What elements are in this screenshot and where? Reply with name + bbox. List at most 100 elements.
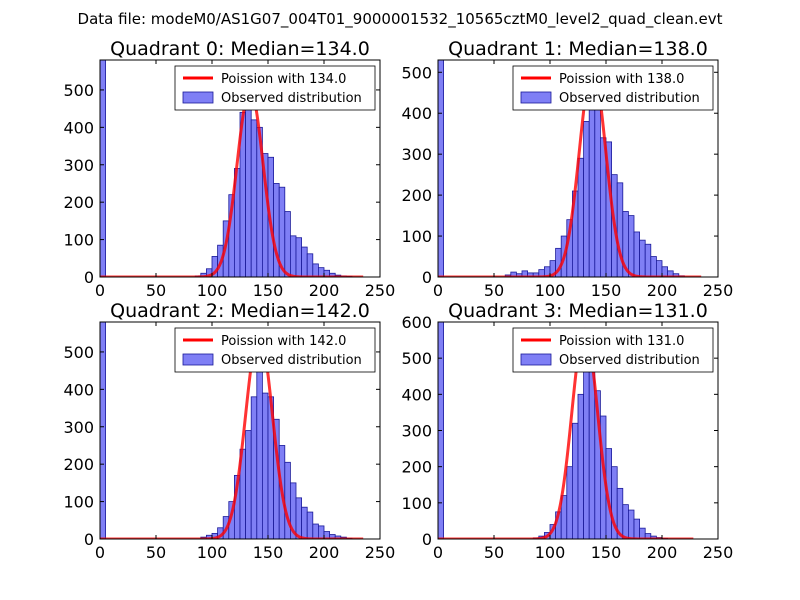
histogram-bar [588, 88, 596, 277]
legend-entry-poisson: Poission with 138.0 [559, 72, 684, 87]
histogram-bar [583, 121, 590, 277]
histogram-bar [100, 60, 106, 277]
legend-entry-poisson: Poission with 134.0 [221, 72, 346, 87]
histogram-bar [628, 215, 635, 277]
x-tick-label: 250 [365, 281, 396, 300]
histogram-bar [566, 466, 573, 539]
x-tick-label: 200 [647, 281, 678, 300]
histogram-bar [639, 239, 646, 277]
histogram-bar [583, 350, 590, 539]
legend-bar-swatch [520, 91, 552, 104]
subplot-quadrant-1: 0 50 100 150 200 250 0 100 200 300 400 500 Quadrant … [401, 38, 733, 300]
histogram-bar [594, 104, 601, 277]
x-tick-label: 200 [309, 281, 340, 300]
subplot-quadrant-3: 0 50 100 150 200 250 0 100 200 300 400 500 600 Quadra… [401, 300, 733, 562]
histogram-bar [312, 523, 319, 539]
histogram-bar [577, 393, 584, 539]
histogram-bar [256, 366, 263, 539]
x-tick-label: 150 [591, 281, 622, 300]
x-tick-label: 50 [146, 543, 166, 562]
subplot-title: Quadrant 1: Median=138.0 [448, 38, 708, 60]
histogram-bar [306, 511, 314, 539]
axes-frame [99, 59, 381, 278]
histogram-bar [312, 263, 319, 277]
legend-bar-swatch [182, 353, 214, 366]
subplot-title: Quadrant 3: Median=131.0 [448, 300, 708, 322]
x-tick-label: 100 [197, 543, 228, 562]
histogram-bar [644, 243, 652, 277]
y-tick-label: 500 [401, 63, 432, 82]
legend-entry-observed: Observed distribution [559, 353, 700, 368]
y-tick-label: 0 [84, 530, 94, 549]
histogram-bar [245, 430, 252, 539]
subplot-title: Quadrant 2: Median=142.0 [110, 300, 370, 322]
histogram-bar [633, 518, 640, 539]
histogram-bar [250, 119, 258, 277]
subplot-quadrant-2: 0 50 100 150 200 250 0 100 200 300 400 500 Quadrant … [63, 300, 395, 562]
y-tick-label: 200 [401, 186, 432, 205]
legend-entry-poisson: Poission with 131.0 [559, 334, 684, 349]
histogram-bar [245, 104, 252, 277]
subplot-quadrant-0: 0 50 100 150 200 250 0 100 200 300 400 500 Quadrant … [63, 38, 395, 300]
x-tick-label: 50 [484, 543, 504, 562]
histogram-bar [577, 157, 584, 277]
legend-entry-observed: Observed distribution [559, 91, 700, 106]
y-tick-label: 300 [401, 145, 432, 164]
x-tick-label: 100 [535, 281, 566, 300]
histogram-bar [438, 60, 444, 277]
x-tick-label: 50 [146, 281, 166, 300]
x-tick-label: 150 [253, 281, 284, 300]
y-tick-label: 600 [401, 313, 432, 332]
x-tick-label: 150 [253, 543, 284, 562]
y-tick-label: 100 [401, 227, 432, 246]
y-tick-label: 200 [401, 458, 432, 477]
y-tick-label: 500 [401, 349, 432, 368]
legend-bar-swatch [520, 353, 552, 366]
subplot-title: Quadrant 0: Median=134.0 [110, 38, 370, 60]
legend-entry-poisson: Poission with 142.0 [221, 334, 346, 349]
y-tick-label: 400 [401, 385, 432, 404]
y-tick-label: 300 [63, 156, 94, 175]
histogram-bar [289, 235, 297, 277]
x-tick-label: 0 [433, 543, 443, 562]
x-tick-label: 200 [309, 543, 340, 562]
histogram-bar [295, 497, 302, 539]
histogram-bar [301, 246, 308, 277]
y-tick-label: 0 [422, 530, 432, 549]
histogram-bar [250, 396, 258, 539]
y-tick-label: 0 [84, 268, 94, 287]
x-tick-label: 100 [197, 281, 228, 300]
axes-frame [437, 59, 719, 278]
x-tick-label: 0 [95, 281, 105, 300]
histogram-bar [650, 256, 657, 277]
axes-frame [99, 321, 381, 540]
histogram-bar [572, 422, 579, 539]
histogram-bar [301, 506, 308, 539]
histogram-bar [317, 525, 325, 539]
figure-suptitle: Data file: modeM0/AS1G07_004T01_90000015… [78, 10, 723, 29]
legend: Poission with 142.0 Observed distribution [174, 327, 376, 373]
legend-entry-observed: Observed distribution [221, 353, 362, 368]
x-tick-label: 50 [484, 281, 504, 300]
y-tick-label: 0 [422, 268, 432, 287]
histogram-bar [100, 322, 106, 539]
x-tick-label: 100 [535, 543, 566, 562]
y-tick-label: 100 [401, 494, 432, 513]
histogram-bar [628, 509, 635, 539]
legend: Poission with 134.0 Observed distribution [174, 65, 376, 111]
histogram-bar [261, 392, 269, 539]
histogram-bar [295, 237, 302, 277]
y-tick-label: 200 [63, 455, 94, 474]
histogram-bar [661, 266, 668, 277]
y-tick-label: 400 [63, 118, 94, 137]
y-tick-label: 200 [63, 193, 94, 212]
legend: Poission with 131.0 Observed distribution [512, 327, 714, 373]
legend-bar-swatch [182, 91, 214, 104]
y-tick-label: 100 [63, 231, 94, 250]
legend: Poission with 138.0 Observed distribution [512, 65, 714, 111]
y-tick-label: 300 [63, 418, 94, 437]
subplot-grid: 0 50 100 150 200 2500100200300400500Quadrant … [63, 38, 733, 562]
legend-entry-observed: Observed distribution [221, 91, 362, 106]
x-tick-label: 250 [703, 281, 734, 300]
poisson-curve [438, 327, 695, 539]
